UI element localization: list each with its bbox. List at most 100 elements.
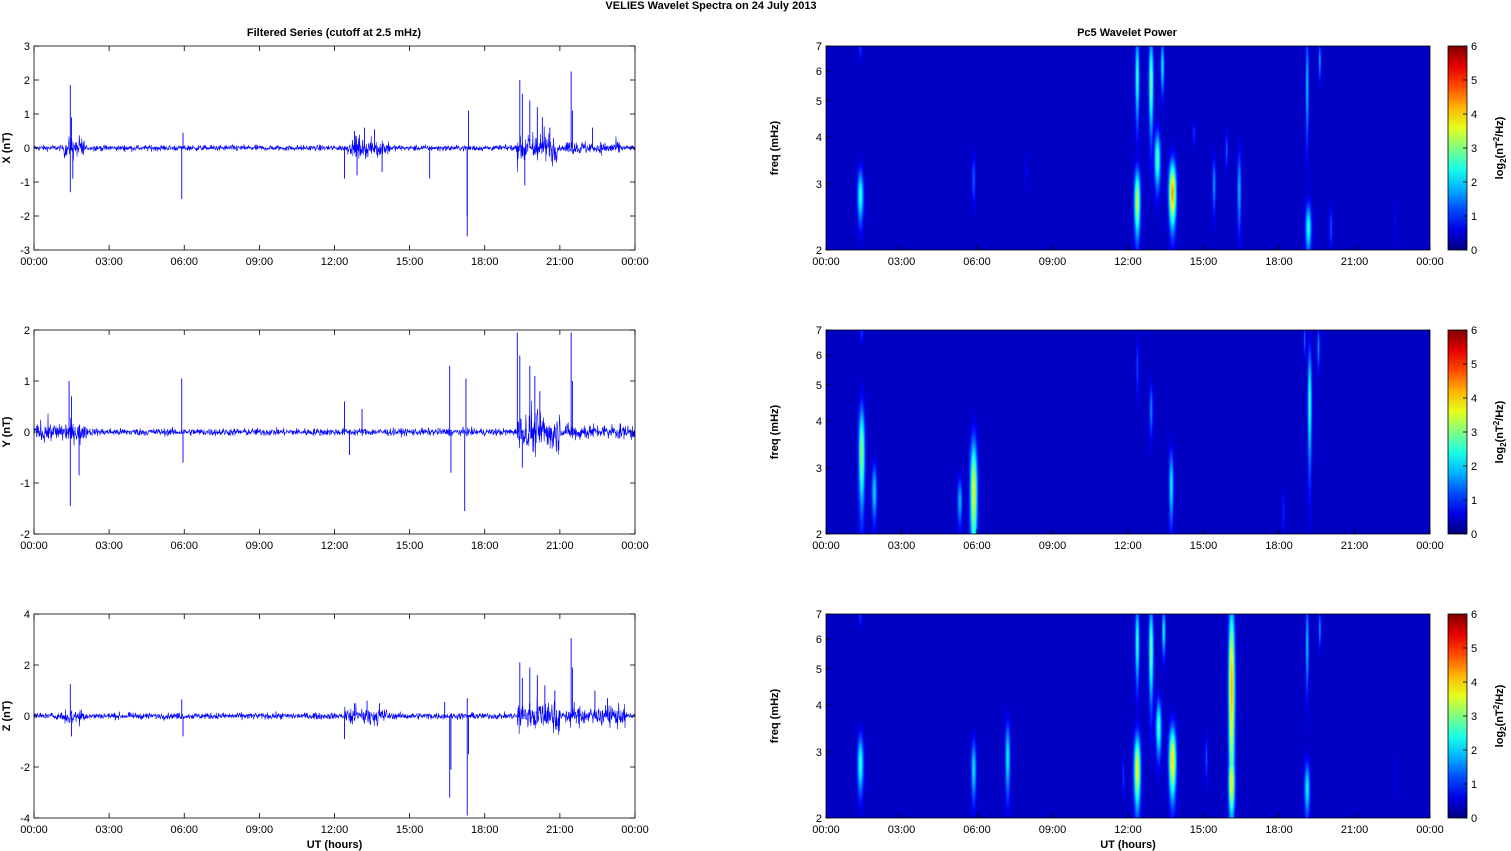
y-tick-label: -2 xyxy=(20,211,30,223)
colorbar-label-part: (nT xyxy=(1494,425,1506,442)
x-tick-label: 18:00 xyxy=(1265,256,1293,268)
x-tick-label: 09:00 xyxy=(1039,824,1067,836)
x-tick-label: 00:00 xyxy=(812,824,840,836)
colorbar-label-part: /Hz) xyxy=(1494,400,1506,421)
x-tick-label: 18:00 xyxy=(471,824,499,836)
colorbar-tick-label: 4 xyxy=(1471,109,1477,121)
colorbar-label-part: /Hz) xyxy=(1494,684,1506,705)
series-trace xyxy=(33,695,636,735)
x-tick-label: 00:00 xyxy=(20,540,48,552)
colorbar-tick-label: 5 xyxy=(1471,75,1477,87)
x-tick-label: 00:00 xyxy=(621,256,649,268)
y-tick-label: 3 xyxy=(816,179,822,191)
wavelet-power-panel-y: 2 3 4 5 6 7 00:00 03:00 06:00 09:00 12:00 15:00 18:0… xyxy=(769,325,1508,552)
x-tick-label: 15:00 xyxy=(396,540,424,552)
x-tick-label: 06:00 xyxy=(170,824,198,836)
y-tick-label: 0 xyxy=(24,143,30,155)
x-tick-label: 03:00 xyxy=(95,540,123,552)
colorbar-tick-label: 2 xyxy=(1471,177,1477,189)
x-tick-label: 09:00 xyxy=(246,256,274,268)
y-tick-label: -3 xyxy=(20,245,30,257)
colorbar-tick-label: 1 xyxy=(1471,211,1477,223)
y-tick-label: 6 xyxy=(816,350,822,362)
x-tick-label: 12:00 xyxy=(321,256,349,268)
x-tick-label: 06:00 xyxy=(963,256,991,268)
x-tick-label: 00:00 xyxy=(1416,824,1444,836)
colorbar-tick-label: 1 xyxy=(1471,779,1477,791)
colorbar-tick-label: 5 xyxy=(1471,643,1477,655)
y-tick-label: 2 xyxy=(816,529,822,541)
x-tick-label: 00:00 xyxy=(20,824,48,836)
colorbar-label-part: 2 xyxy=(1499,158,1508,163)
x-tick-label: 03:00 xyxy=(888,824,916,836)
x-tick-label: 00:00 xyxy=(812,540,840,552)
y-tick-label: -4 xyxy=(20,813,30,825)
colorbar-label-part: 2 xyxy=(1492,136,1501,141)
x-tick-label: 15:00 xyxy=(396,824,424,836)
wavelet-power-image xyxy=(826,46,1430,250)
x-tick-label: 03:00 xyxy=(888,540,916,552)
x-tick-label: 12:00 xyxy=(1114,824,1142,836)
x-tick-label: 21:00 xyxy=(546,256,574,268)
colorbar-label: log2(nT2/Hz) xyxy=(1492,400,1508,463)
y-tick-label: 7 xyxy=(816,609,822,621)
filtered-series-panel-z: -4 -2 0 2 4 00:00 03:00 06:00 09:00 12:00 15:00 18:… xyxy=(1,609,649,851)
colorbar-label-part: 2 xyxy=(1499,442,1508,447)
colorbar-tick-label: 1 xyxy=(1471,495,1477,507)
x-tick-label: 00:00 xyxy=(1416,540,1444,552)
y-tick-label: 7 xyxy=(816,325,822,337)
wavelet-power-image xyxy=(826,330,1430,534)
y-tick-label: 4 xyxy=(816,416,822,428)
x-tick-label: 12:00 xyxy=(321,540,349,552)
colorbar-label-part: /Hz) xyxy=(1494,116,1506,137)
y-tick-label: 4 xyxy=(816,700,822,712)
colorbar-tick-label: 2 xyxy=(1471,745,1477,757)
x-tick-label: 03:00 xyxy=(95,256,123,268)
filtered-series-panel-y: -2 -1 0 1 2 00:00 03:00 06:00 09:00 12:00 15:00 18:… xyxy=(1,325,649,552)
colorbar-tick-label: 3 xyxy=(1471,427,1477,439)
x-tick-label: 09:00 xyxy=(246,824,274,836)
y-tick-label: -1 xyxy=(20,177,30,189)
x-tick-label: 03:00 xyxy=(95,824,123,836)
x-tick-label: 09:00 xyxy=(246,540,274,552)
x-tick-label: 21:00 xyxy=(546,540,574,552)
colorbar-tick-label: 4 xyxy=(1471,677,1477,689)
y-tick-label: -2 xyxy=(20,529,30,541)
x-tick-label: 18:00 xyxy=(471,540,499,552)
x-tick-label: 00:00 xyxy=(20,256,48,268)
colorbar-label-part: log xyxy=(1494,163,1506,180)
y-axis-label: freq (mHz) xyxy=(769,688,781,743)
x-tick-label: 00:00 xyxy=(621,824,649,836)
series-trace xyxy=(33,126,636,172)
x-tick-label: 06:00 xyxy=(170,256,198,268)
figure-title: VELIES Wavelet Spectra on 24 July 2013 xyxy=(605,0,816,12)
x-tick-label: 00:00 xyxy=(812,256,840,268)
colorbar-label-part: 2 xyxy=(1492,420,1501,425)
x-tick-label: 18:00 xyxy=(1265,540,1293,552)
colorbar-label-part: (nT xyxy=(1494,709,1506,726)
colorbar-tick-label: 4 xyxy=(1471,393,1477,405)
colorbar-label-part: log xyxy=(1494,731,1506,748)
x-tick-label: 15:00 xyxy=(1190,540,1218,552)
x-tick-label: 21:00 xyxy=(1341,256,1369,268)
colorbar-tick-label: 3 xyxy=(1471,711,1477,723)
y-tick-label: -2 xyxy=(20,762,30,774)
colorbar-label: log2(nT2/Hz) xyxy=(1492,116,1508,179)
x-tick-label: 21:00 xyxy=(546,824,574,836)
wavelet-power-panel-x: 2 3 4 5 6 7 00:00 03:00 06:00 09:00 12:00 15:00 18:0… xyxy=(769,41,1508,268)
colorbar-label-part: (nT xyxy=(1494,141,1506,158)
x-tick-label: 00:00 xyxy=(621,540,649,552)
y-tick-label: 0 xyxy=(24,427,30,439)
y-tick-label: 2 xyxy=(24,325,30,337)
x-tick-label: 15:00 xyxy=(1190,824,1218,836)
x-tick-label: 09:00 xyxy=(1039,256,1067,268)
colorbar-label-part: log xyxy=(1494,447,1506,464)
x-tick-label: 18:00 xyxy=(471,256,499,268)
colorbar-tick-label: 3 xyxy=(1471,143,1477,155)
colorbar-tick-label: 6 xyxy=(1471,609,1477,621)
y-tick-label: 0 xyxy=(24,711,30,723)
y-tick-label: 5 xyxy=(816,96,822,108)
